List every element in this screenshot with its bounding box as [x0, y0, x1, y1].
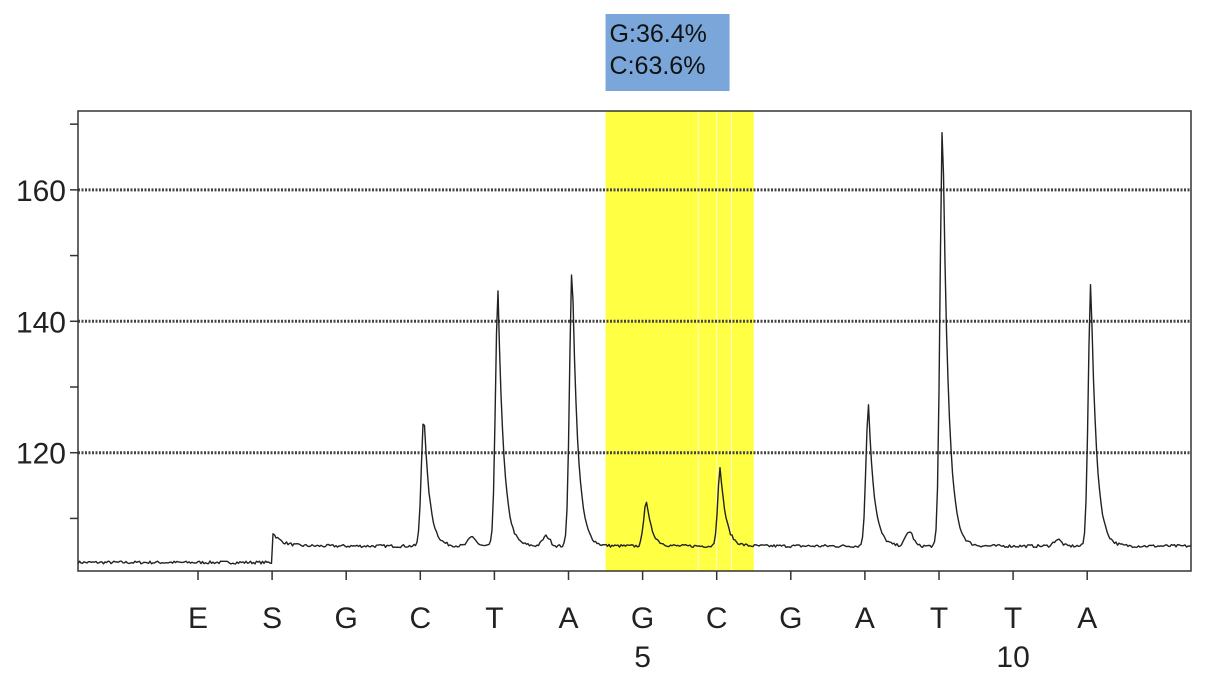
sequence-label: T: [1004, 602, 1022, 635]
sequence-label: G: [779, 602, 802, 635]
y-tick-label: 140: [16, 306, 66, 339]
position-label: 10: [996, 641, 1029, 674]
axis-layer: 120 140 160: [16, 123, 1088, 580]
grid-layer: [78, 188, 1191, 455]
sequence-label: T: [485, 602, 503, 635]
highlight-layer: [605, 111, 754, 571]
y-tick-label: 120: [16, 438, 66, 471]
label-layer: E S G C T A G C G A T T A 5 10: [188, 602, 1097, 674]
annotation-line: C:63.6%: [610, 52, 706, 80]
annotation-box: [605, 14, 730, 91]
signal-trace: [77, 131, 1192, 565]
sequence-label: A: [558, 602, 578, 635]
annotation-line: G:36.4%: [610, 20, 707, 48]
sequence-label: E: [188, 602, 208, 635]
sequence-label: G: [335, 602, 358, 635]
position-label: 5: [634, 641, 651, 674]
series-layer: [77, 131, 1192, 565]
sequence-label: G: [631, 602, 654, 635]
sequence-label: S: [262, 602, 282, 635]
y-tick-label: 160: [16, 175, 66, 208]
sequence-label: C: [706, 602, 728, 635]
plot-frame: [77, 110, 1192, 572]
sequence-label: A: [1077, 602, 1097, 635]
sequence-label: C: [409, 602, 431, 635]
sequence-label: T: [930, 602, 948, 635]
highlight-band: [605, 111, 754, 571]
sequence-label: A: [855, 602, 875, 635]
highlight-annotation: G:36.4% C:63.6%: [605, 14, 730, 91]
